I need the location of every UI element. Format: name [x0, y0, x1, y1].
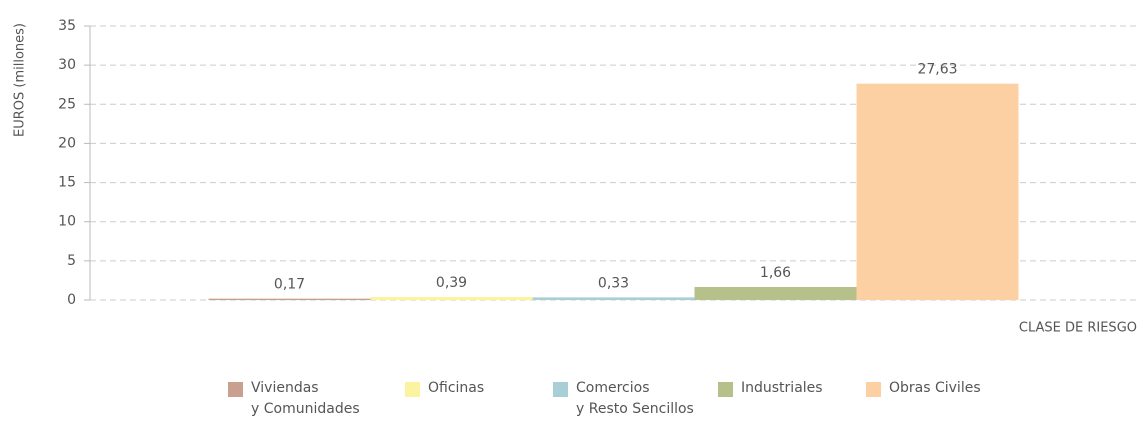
data-label: 0,17 — [274, 277, 305, 293]
y-tick-label: 25 — [58, 96, 76, 112]
data-label: 1,66 — [760, 265, 791, 281]
legend-label: Viviendas y Comunidades — [251, 380, 360, 417]
legend-label: Industriales — [741, 380, 823, 396]
legend-label: Obras Civiles — [889, 380, 981, 396]
bar — [208, 298, 371, 300]
legend-swatch — [553, 382, 568, 397]
y-axis-label: EUROS (millones) — [13, 23, 28, 137]
legend-item: Comercios y Resto Sencillos — [553, 380, 694, 420]
legend-swatch — [405, 382, 420, 397]
y-tick-label: 5 — [67, 253, 76, 269]
y-tick-label: 0 — [67, 292, 76, 308]
y-tick-label: 35 — [58, 18, 76, 34]
bar — [532, 297, 695, 300]
y-tick-label: 20 — [58, 135, 76, 151]
y-tick-label: 10 — [58, 214, 76, 230]
x-axis-label: CLASE DE RIESGO — [1019, 321, 1137, 336]
legend-label: Oficinas — [428, 380, 485, 396]
bar — [856, 83, 1019, 301]
data-label: 27,63 — [917, 62, 957, 78]
legend-item: Industriales — [718, 380, 823, 399]
chart: EUROS (millones) CLASE DE RIESGO 0 5 10 15 2… — [13, 18, 1137, 336]
legend-item: Oficinas — [405, 380, 484, 399]
bar — [694, 287, 857, 300]
bar — [370, 296, 533, 300]
y-tick-label: 30 — [58, 57, 76, 73]
legend-swatch — [866, 382, 881, 397]
legend-swatch — [718, 382, 733, 397]
y-tick-label: 15 — [58, 175, 76, 191]
data-label: 0,39 — [436, 275, 467, 291]
data-label: 0,33 — [598, 275, 629, 291]
legend-item: Obras Civiles — [866, 380, 981, 399]
legend-label: Comercios y Resto Sencillos — [576, 380, 694, 417]
legend-item: Viviendas y Comunidades — [228, 380, 360, 420]
legend-swatch — [228, 382, 243, 397]
